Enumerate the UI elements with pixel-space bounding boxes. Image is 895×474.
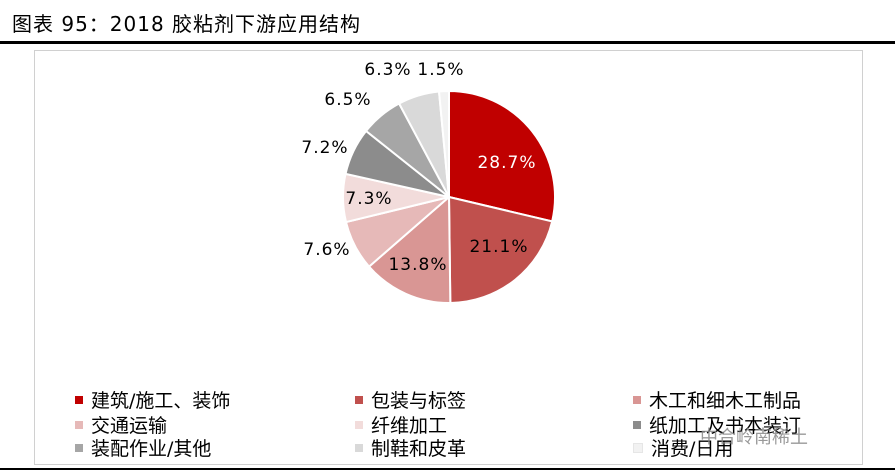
data-label: 6.5% <box>324 90 371 110</box>
page-title: 图表 95：2018 胶粘剂下游应用结构 <box>12 12 362 36</box>
chart-frame <box>34 50 863 465</box>
data-label: 13.8% <box>388 255 447 275</box>
pie-slice <box>367 194 452 304</box>
bottom-rule <box>0 468 895 470</box>
data-label: 21.1% <box>469 237 528 257</box>
pie-slice <box>448 89 557 223</box>
data-label: 7.6% <box>303 240 350 260</box>
pie-slice <box>447 195 554 305</box>
data-label: 7.2% <box>301 138 348 158</box>
watermark: 中合岭南稀土 <box>700 427 808 448</box>
pie-slice <box>437 89 450 198</box>
data-label: 7.3% <box>345 189 392 209</box>
data-label: 6.3% <box>364 60 411 80</box>
data-label: 28.7% <box>477 153 536 173</box>
data-label: 1.5% <box>417 60 464 80</box>
title-bar: 图表 95：2018 胶粘剂下游应用结构 <box>0 0 895 44</box>
